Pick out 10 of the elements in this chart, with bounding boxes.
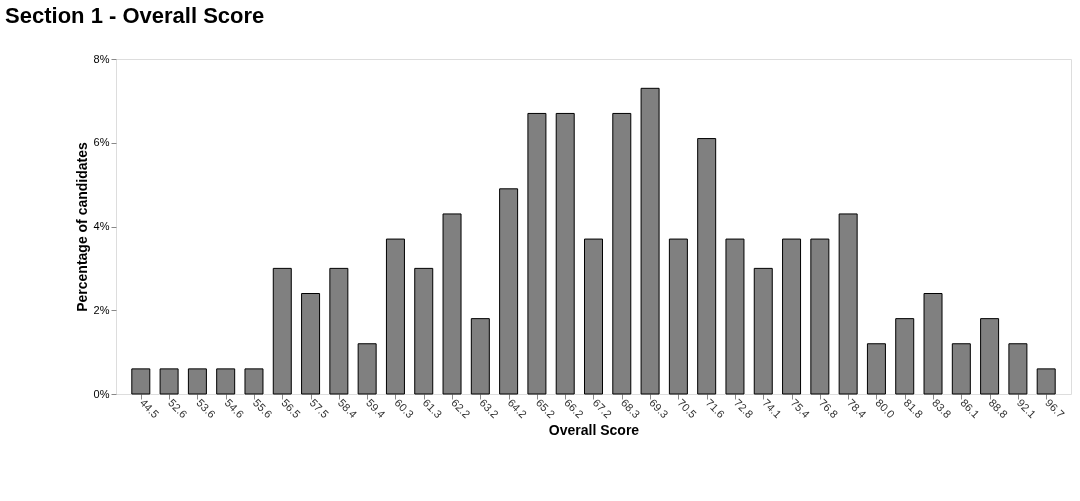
y-tick-label: 6% (93, 136, 110, 149)
y-tick-label: 8% (93, 52, 110, 65)
x-axis-title: Overall Score (548, 422, 640, 439)
chart-title: Section 1 - Overall Score (5, 3, 265, 28)
y-tick-label: 2% (93, 303, 110, 316)
y-tick-label: 4% (93, 220, 110, 232)
y-axis-title: Percentage of candidates (73, 141, 90, 312)
y-tick-label: 0% (93, 387, 110, 400)
x-tick-label: 44.5 (137, 396, 162, 421)
x-tick-label: 96.7 (1043, 396, 1067, 421)
